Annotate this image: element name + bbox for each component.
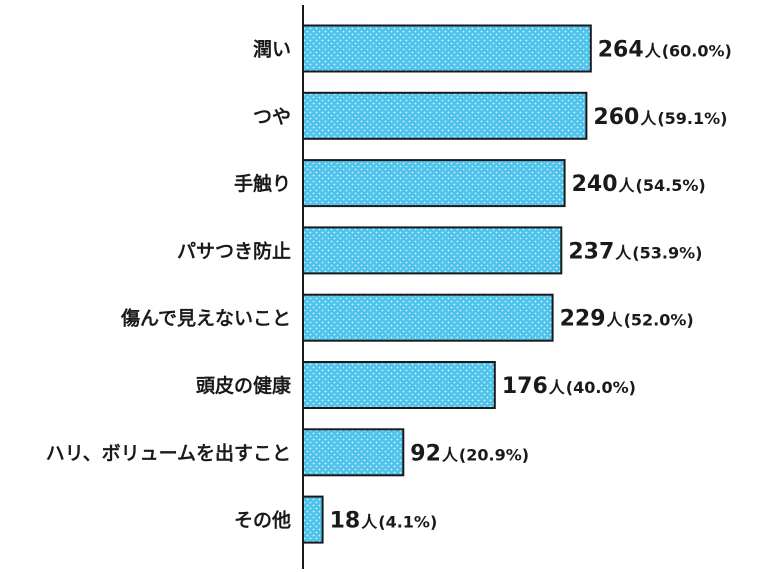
bar-5 bbox=[302, 361, 496, 409]
value-label-5: 176人(40.0%) bbox=[502, 374, 636, 399]
category-label-1: つや bbox=[253, 106, 291, 128]
value-label-4: 229人(52.0%) bbox=[560, 307, 694, 332]
category-label-0: 潤い bbox=[253, 38, 291, 61]
bar-0 bbox=[302, 24, 592, 73]
category-label-2: 手触り bbox=[234, 172, 291, 195]
bar-6 bbox=[302, 428, 405, 477]
category-label-3: パサつき防止 bbox=[177, 239, 291, 262]
category-label-6: ハリ、ボリュームを出すこと bbox=[46, 441, 291, 464]
labels-layer: 潤い 264人(60.0%) つや 260人(59.1%) 手触り 240人(54.5%)… bbox=[46, 38, 732, 534]
value-label-0: 264人(60.0%) bbox=[598, 38, 732, 63]
bar-7 bbox=[302, 495, 324, 544]
value-label-7: 18人(4.1%) bbox=[330, 509, 438, 534]
value-label-3: 237人(53.9%) bbox=[568, 239, 702, 264]
bars-layer bbox=[302, 24, 592, 544]
value-label-1: 260人(59.1%) bbox=[593, 105, 727, 130]
bar-4 bbox=[302, 293, 554, 342]
category-label-4: 傷んで見えないこと bbox=[120, 307, 291, 330]
category-label-5: 頭皮の健康 bbox=[196, 374, 292, 397]
bar-3 bbox=[302, 226, 563, 275]
value-label-2: 240人(54.5%) bbox=[572, 172, 706, 197]
value-label-6: 92人(20.9%) bbox=[410, 441, 529, 466]
bar-2 bbox=[302, 159, 566, 208]
category-label-7: その他 bbox=[234, 509, 291, 532]
bar-1 bbox=[302, 91, 588, 140]
